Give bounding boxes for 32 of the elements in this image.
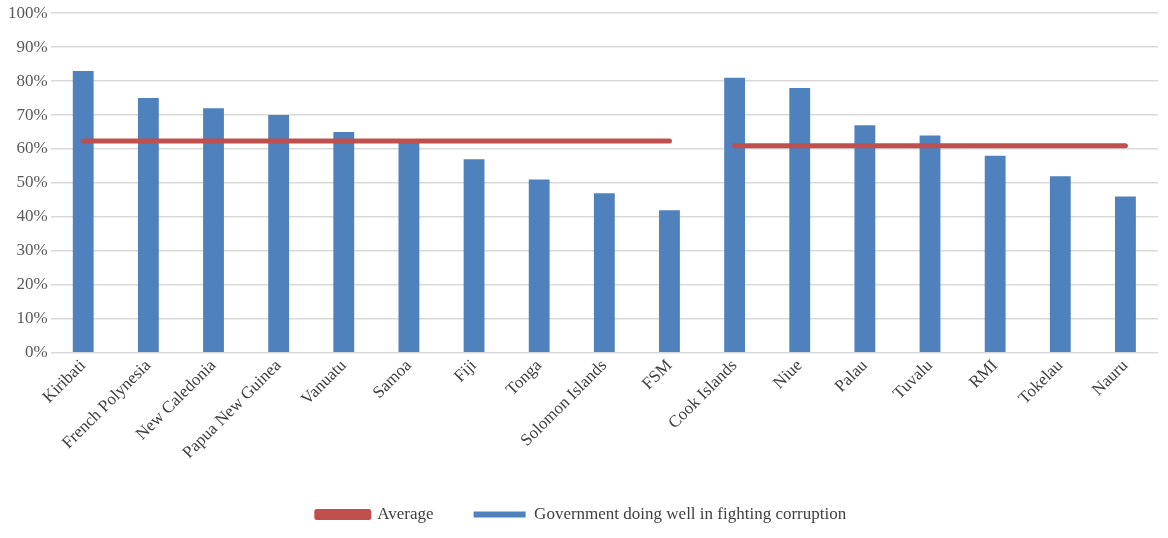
y-tick-label: 20% [16,274,48,294]
bar [593,193,615,353]
legend-label: Government doing well in fighting corruption [534,503,847,523]
bar [789,87,811,353]
bar [333,132,355,353]
y-tick-label: 80% [16,70,48,90]
bar [1049,176,1071,353]
bar [137,98,159,353]
y-tick-label: 0% [24,342,48,362]
x-tick-label: Niue [768,355,806,393]
y-tick-label: 70% [16,104,48,124]
y-tick-label: 50% [16,172,48,192]
bar [659,210,680,353]
bar [854,125,876,353]
legend-label: Average [377,503,434,523]
bar [1115,196,1136,353]
bar [268,115,290,353]
bar [724,77,746,353]
y-tick-label: 10% [16,308,48,328]
bar [203,108,224,353]
bar [919,135,941,353]
bar [72,70,94,353]
bar [984,155,1006,353]
x-tick-label: Fiji [449,355,481,386]
bar [528,179,550,353]
bar [463,159,485,353]
y-tick-label: 60% [16,138,48,158]
y-tick-label: 90% [16,36,48,56]
y-tick-label: 40% [16,206,48,226]
y-tick-label: 100% [7,2,48,22]
y-tick-label: 30% [16,240,48,260]
bar [398,142,420,353]
